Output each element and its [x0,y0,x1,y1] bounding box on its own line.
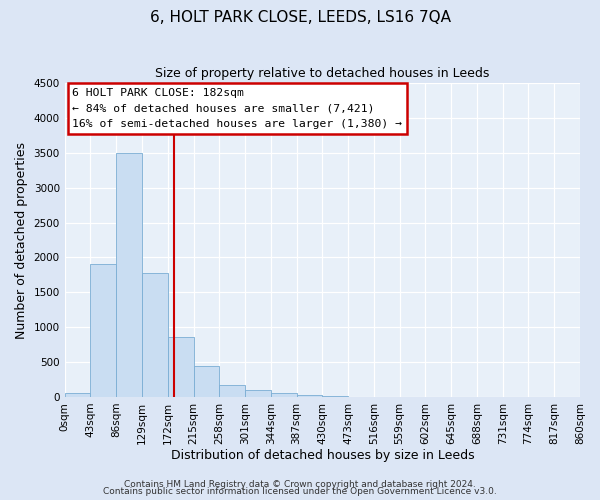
Bar [296,394,322,397]
Bar [245,390,271,397]
Text: Contains public sector information licensed under the Open Government Licence v3: Contains public sector information licen… [103,487,497,496]
Text: 6 HOLT PARK CLOSE: 182sqm
← 84% of detached houses are smaller (7,421)
16% of se: 6 HOLT PARK CLOSE: 182sqm ← 84% of detac… [73,88,403,129]
Bar [193,366,219,397]
Text: 6, HOLT PARK CLOSE, LEEDS, LS16 7QA: 6, HOLT PARK CLOSE, LEEDS, LS16 7QA [149,10,451,25]
Text: Contains HM Land Registry data © Crown copyright and database right 2024.: Contains HM Land Registry data © Crown c… [124,480,476,489]
Bar [219,385,245,397]
Bar [322,396,348,397]
Y-axis label: Number of detached properties: Number of detached properties [15,142,28,338]
X-axis label: Distribution of detached houses by size in Leeds: Distribution of detached houses by size … [170,450,474,462]
Bar [142,273,168,397]
Bar [116,153,142,397]
Bar [65,394,91,397]
Bar [271,393,296,397]
Title: Size of property relative to detached houses in Leeds: Size of property relative to detached ho… [155,68,490,80]
Bar [91,264,116,397]
Bar [168,337,193,397]
